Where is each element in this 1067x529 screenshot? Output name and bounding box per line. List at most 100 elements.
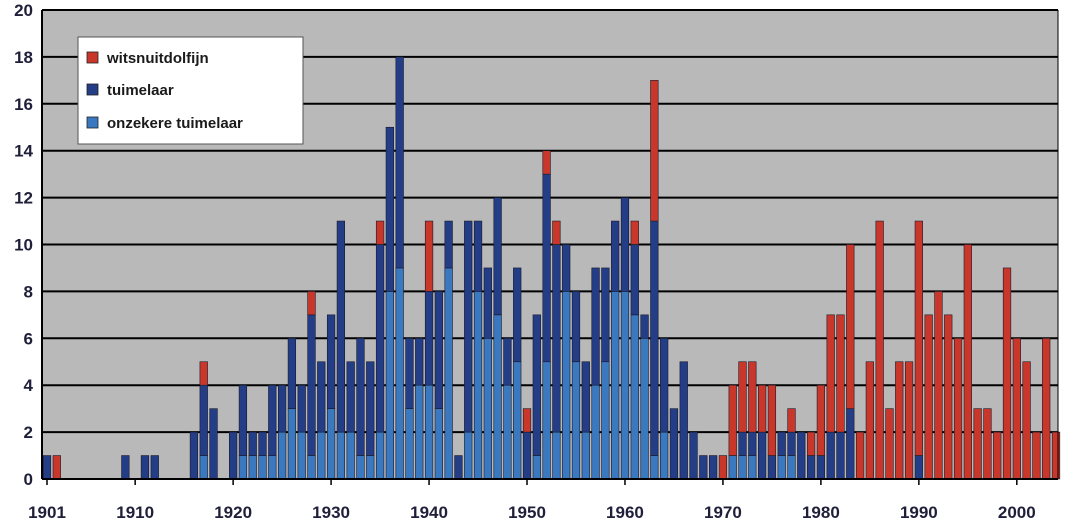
- bar-segment-tuimelaar: [287, 337, 297, 409]
- bar-segment-witsnuitdolfijn: [855, 431, 865, 480]
- bar-segment-tuimelaar: [375, 244, 385, 433]
- bar-segment-tuimelaar: [787, 431, 796, 456]
- bar-segment-witsnuitdolfijn: [424, 220, 434, 292]
- bar-segment-witsnuitdolfijn: [885, 408, 894, 480]
- bar-segment-onzekere-tuimelaar: [415, 384, 424, 480]
- bar-segment-onzekere-tuimelaar: [650, 455, 659, 480]
- bar-segment-onzekere-tuimelaar: [385, 291, 394, 480]
- bar-segment-onzekere-tuimelaar: [277, 431, 287, 480]
- bar-segment-tuimelaar: [199, 384, 208, 456]
- bar-segment-onzekere-tuimelaar: [787, 455, 796, 480]
- y-tick-label: 20: [14, 1, 33, 20]
- bar-segment-onzekere-tuimelaar: [552, 431, 561, 480]
- bar-segment-tuimelaar: [601, 267, 610, 363]
- bar-segment-onzekere-tuimelaar: [630, 314, 639, 480]
- bar-segment-tuimelaar: [757, 431, 767, 480]
- bar-segment-tuimelaar: [415, 337, 424, 386]
- y-tick-label: 2: [24, 423, 33, 442]
- x-tick-label: 1930: [312, 503, 350, 522]
- bar-segment-onzekere-tuimelaar: [405, 408, 414, 480]
- bar-segment-onzekere-tuimelaar: [620, 291, 630, 480]
- bar-segment-onzekere-tuimelaar: [336, 431, 345, 480]
- bar-segment-onzekere-tuimelaar: [375, 431, 385, 480]
- bar-segment-tuimelaar: [229, 431, 238, 480]
- bar-segment-witsnuitdolfijn: [552, 220, 561, 245]
- bar-segment-onzekere-tuimelaar: [297, 431, 306, 480]
- bar-segment-onzekere-tuimelaar: [326, 408, 336, 480]
- x-tick-label: 1910: [116, 503, 154, 522]
- bar-segment-tuimelaar: [326, 314, 336, 409]
- bar-segment-tuimelaar: [444, 220, 453, 269]
- bar-segment-witsnuitdolfijn: [718, 455, 728, 480]
- y-tick-label: 16: [14, 95, 33, 114]
- bar-segment-onzekere-tuimelaar: [317, 431, 326, 480]
- bar-segment-witsnuitdolfijn: [875, 220, 884, 480]
- x-tick-label: 2000: [998, 503, 1036, 522]
- bar-segment-tuimelaar: [836, 431, 845, 480]
- bar-segment-tuimelaar: [542, 173, 551, 363]
- bar-segment-witsnuitdolfijn: [1012, 337, 1021, 480]
- bar-segment-tuimelaar: [454, 455, 463, 480]
- bar-segment-tuimelaar: [503, 337, 512, 386]
- legend-swatch-witsnuitdolfijn: [86, 51, 99, 64]
- bar-segment-tuimelaar: [140, 455, 150, 480]
- bar-segment-tuimelaar: [552, 244, 561, 433]
- bar-segment-witsnuitdolfijn: [963, 244, 972, 480]
- bar-segment-tuimelaar: [473, 220, 483, 292]
- bar-segment-tuimelaar: [620, 197, 630, 292]
- bar-segment-tuimelaar: [346, 361, 355, 433]
- bar-segment-onzekere-tuimelaar: [238, 455, 248, 480]
- bar-segment-witsnuitdolfijn: [199, 361, 208, 386]
- legend-label-onzekere-tuimelaar: onzekere tuimelaar: [107, 115, 243, 132]
- bar-segment-witsnuitdolfijn: [767, 384, 777, 456]
- bar-segment-tuimelaar: [679, 361, 688, 480]
- bar-segment-onzekere-tuimelaar: [591, 384, 600, 480]
- bar-segment-witsnuitdolfijn: [914, 220, 923, 456]
- bar-segment-onzekere-tuimelaar: [777, 455, 786, 480]
- bar-segment-onzekere-tuimelaar: [199, 455, 208, 480]
- bar-segment-tuimelaar: [405, 337, 414, 409]
- bar-segment-witsnuitdolfijn: [865, 361, 874, 480]
- bar-segment-tuimelaar: [395, 56, 404, 269]
- bar-segment-tuimelaar: [356, 337, 365, 456]
- bar-segment-onzekere-tuimelaar: [532, 455, 541, 480]
- bar-segment-onzekere-tuimelaar: [601, 361, 610, 480]
- bar-segment-tuimelaar: [846, 408, 855, 480]
- legend-swatch-tuimelaar: [86, 83, 99, 96]
- bar-segment-tuimelaar: [630, 244, 639, 316]
- bar-segment-onzekere-tuimelaar: [542, 361, 551, 480]
- bar-segment-tuimelaar: [748, 431, 757, 456]
- bar-segment-witsnuitdolfijn: [375, 220, 385, 245]
- bar-segment-onzekere-tuimelaar: [562, 291, 571, 480]
- x-tick-label: 1901: [28, 503, 66, 522]
- y-axis: 0 2 4 6 8 10 12 14 16 18 20: [14, 1, 1059, 489]
- bar-segment-witsnuitdolfijn: [924, 314, 933, 480]
- bar-segment-tuimelaar: [493, 197, 502, 316]
- bar-segment-onzekere-tuimelaar: [483, 337, 492, 480]
- bar-segment-onzekere-tuimelaar: [640, 337, 649, 480]
- bar-segment-tuimelaar: [248, 431, 257, 456]
- bar-segment-witsnuitdolfijn: [542, 150, 551, 175]
- legend: witsnuitdolfijn tuimelaar onzekere tuime…: [77, 36, 304, 145]
- bar-segment-tuimelaar: [816, 455, 826, 480]
- bar-segment-witsnuitdolfijn: [1051, 431, 1061, 480]
- bar-segment-onzekere-tuimelaar: [356, 455, 365, 480]
- bar-segment-onzekere-tuimelaar: [581, 431, 590, 480]
- bar-segment-witsnuitdolfijn: [307, 291, 316, 316]
- bar-segment-tuimelaar: [277, 384, 287, 433]
- bar-segment-onzekere-tuimelaar: [346, 431, 355, 480]
- bar-segment-witsnuitdolfijn: [52, 455, 61, 480]
- bar-segment-tuimelaar: [571, 291, 581, 363]
- bar-segment-witsnuitdolfijn: [826, 314, 835, 433]
- bar-segment-witsnuitdolfijn: [993, 431, 1002, 480]
- bar-segment-onzekere-tuimelaar: [268, 455, 277, 480]
- bar-segment-tuimelaar: [121, 455, 130, 480]
- bar-segment-onzekere-tuimelaar: [611, 291, 620, 480]
- bar-segment-onzekere-tuimelaar: [287, 408, 297, 480]
- bar-segment-tuimelaar: [709, 455, 718, 480]
- bar-segment-witsnuitdolfijn: [748, 361, 757, 433]
- bar-segment-witsnuitdolfijn: [904, 361, 914, 480]
- y-tick-label: 12: [14, 189, 33, 208]
